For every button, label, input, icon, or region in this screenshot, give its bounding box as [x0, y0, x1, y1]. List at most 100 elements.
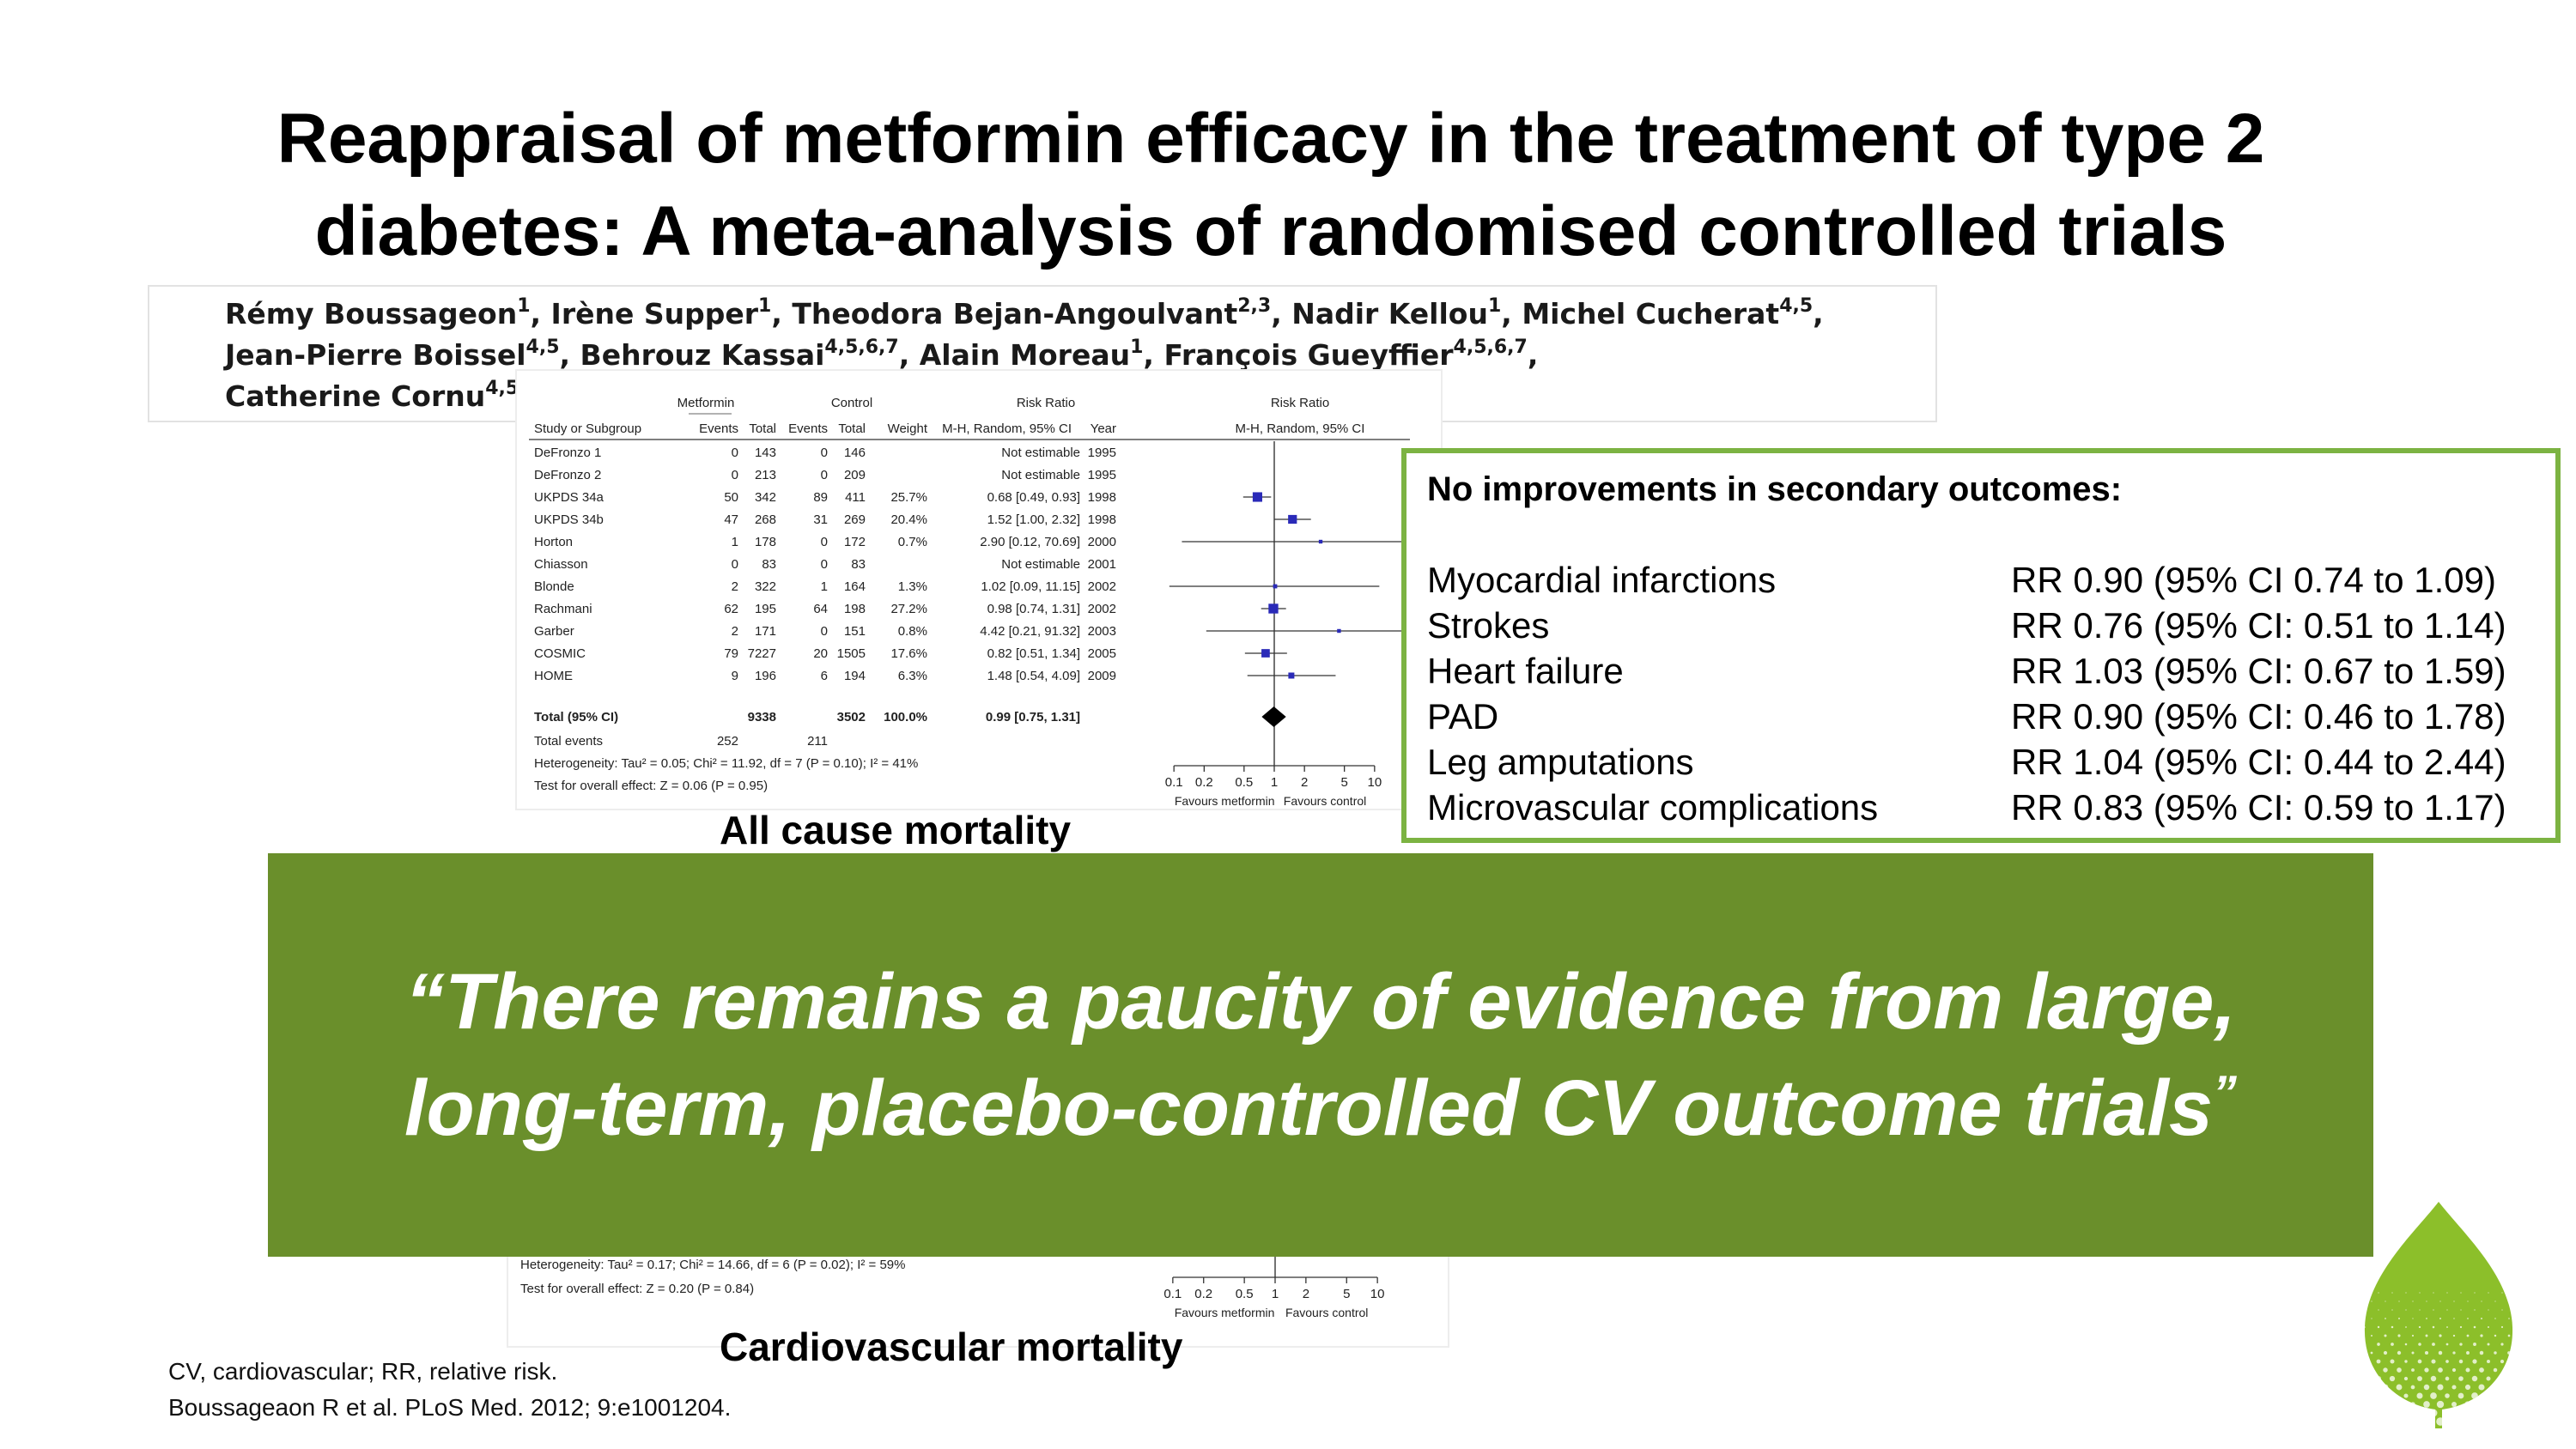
author-affiliation: 4,5,6,7: [824, 336, 899, 358]
leaf-dot: [2364, 1326, 2366, 1328]
secondary-row-value: RR 0.83 (95% CI: 0.59 to 1.17): [2011, 787, 2506, 828]
study-name: Chiasson: [534, 557, 588, 572]
x-axis-tick-label: 1: [1272, 1287, 1279, 1301]
leaf-dot: [2445, 1360, 2449, 1363]
leaf-dot: [2478, 1384, 2485, 1391]
x-axis-tick-label: 0.1: [1165, 775, 1183, 790]
leaf-dot: [2369, 1419, 2374, 1424]
footnote-abbreviations: CV, cardiovascular; RR, relative risk.: [168, 1358, 558, 1385]
header-weight: Weight: [888, 421, 928, 436]
study-point-estimate: [1288, 514, 1297, 524]
leaf-dot: [2438, 1367, 2443, 1373]
study-year: 1995: [1088, 446, 1116, 460]
study-name: COSMIC: [534, 646, 586, 661]
leaf-dot: [2391, 1309, 2393, 1311]
leaf-dot: [2371, 1318, 2372, 1319]
study-total-control: 151: [844, 624, 866, 639]
study-risk-ratio: 2.90 [0.12, 70.69]: [980, 535, 1080, 549]
study-events-control: 0: [821, 557, 828, 572]
leaf-dot: [2410, 1385, 2415, 1390]
secondary-row-value: RR 0.90 (95% CI 0.74 to 1.09): [2011, 560, 2496, 600]
study-total-control: 269: [844, 512, 866, 527]
x-axis-tick-label: 1: [1271, 775, 1278, 790]
study-total-metformin: 268: [755, 512, 776, 527]
leaf-dot: [2412, 1318, 2414, 1319]
leaf-dot: [2451, 1418, 2458, 1425]
total-events-control: 211: [807, 734, 828, 749]
leaf-dot: [2395, 1417, 2403, 1426]
leaf-dot: [2451, 1401, 2458, 1408]
study-point-estimate: [1337, 628, 1341, 634]
leaf-dot: [2391, 1292, 2393, 1294]
header-total-metformin: Total: [749, 421, 776, 436]
forest-plot-all-cause: Metformin Control Risk Ratio Risk Ratio Stud…: [515, 369, 1443, 810]
leaf-dot: [2411, 1334, 2415, 1337]
study-weight: 1.3%: [898, 579, 927, 594]
leaf-dot: [2446, 1309, 2448, 1311]
leaf-dot: [2506, 1418, 2512, 1425]
heterogeneity-text: Heterogeneity: Tau² = 0.17; Chi² = 14.66…: [520, 1258, 905, 1272]
leaf-dot: [2451, 1367, 2457, 1373]
study-risk-ratio: 1.02 [0.09, 11.15]: [981, 579, 1080, 594]
leaf-dot: [2437, 1384, 2444, 1391]
leaf-dot: [2460, 1309, 2462, 1311]
x-axis-tick-label: 0.2: [1194, 1287, 1212, 1301]
leaf-dot: [2464, 1401, 2471, 1408]
authors-box: Rémy Boussageon1, Irène Supper1, Theodor…: [148, 285, 1937, 422]
favours-metformin-label: Favours metformin: [1175, 1306, 1275, 1319]
study-events-control: 64: [813, 602, 828, 616]
leaf-dot: [2459, 1343, 2463, 1346]
leaf-dot: [2431, 1359, 2436, 1364]
study-events-metformin: 62: [724, 602, 738, 616]
leaf-dot: [2390, 1359, 2395, 1364]
leaf-dot: [2473, 1325, 2476, 1329]
leaf-dot: [2445, 1393, 2450, 1398]
leaf-dot: [2425, 1334, 2428, 1337]
study-weight: 20.4%: [890, 512, 927, 527]
secondary-outcomes-heading: No improvements in secondary outcomes:: [1427, 470, 2123, 508]
favours-control-label: Favours control: [1285, 1306, 1368, 1319]
header-events-metformin: Events: [699, 421, 738, 436]
favours-metformin-label: Favours metformin: [1175, 794, 1275, 808]
author-affiliation: 4,5: [485, 378, 519, 399]
leaf-dot: [2426, 1300, 2427, 1302]
study-total-metformin: 342: [755, 490, 776, 505]
leaf-dot: [2512, 1392, 2518, 1399]
leaf-dot: [2364, 1410, 2367, 1416]
author-affiliation: 4,5: [1779, 295, 1814, 317]
study-year: 2001: [1088, 557, 1116, 572]
leaf-dot: [2409, 1418, 2416, 1425]
leaf-dot: [2471, 1392, 2478, 1399]
study-risk-ratio: 1.52 [1.00, 2.32]: [987, 512, 1080, 527]
study-weight: 0.8%: [898, 624, 927, 639]
leaf-dot: [2389, 1375, 2396, 1382]
leaf-dot: [2473, 1343, 2476, 1346]
leaf-dot: [2385, 1318, 2386, 1319]
leaf-dot: [2492, 1401, 2499, 1408]
header-control: Control: [831, 396, 872, 410]
header-metformin: Metformin: [677, 396, 735, 410]
leaf-dot: [2512, 1409, 2513, 1417]
leaf-dot: [2492, 1418, 2499, 1425]
leaf-dot: [2375, 1375, 2382, 1382]
leaf-dot: [2403, 1410, 2409, 1416]
leaf-dot: [2374, 1409, 2383, 1417]
slide-title-line-2: diabetes: A meta-analysis of randomised …: [314, 192, 2227, 270]
leaf-dot: [2417, 1376, 2422, 1381]
study-events-metformin: 0: [732, 446, 738, 460]
study-total-control: 411: [845, 490, 866, 505]
leaf-dot: [2474, 1309, 2476, 1311]
leaf-dot: [2508, 1300, 2510, 1302]
study-name: Rachmani: [534, 602, 592, 616]
leaf-dot: [2430, 1392, 2437, 1399]
leaf-dot: [2508, 1318, 2510, 1319]
study-total-metformin: 213: [755, 468, 776, 482]
leaf-dot: [2364, 1377, 2366, 1380]
study-year: 2002: [1088, 579, 1116, 594]
x-axis-tick-label: 0.5: [1236, 1287, 1254, 1301]
leaf-dot: [2430, 1375, 2437, 1382]
leaf-dot: [2499, 1410, 2506, 1416]
overall-effect-text: Test for overall effect: Z = 0.20 (P = 0…: [520, 1282, 754, 1296]
author-affiliation: 4,5: [526, 336, 560, 358]
leaf-dot: [2486, 1393, 2491, 1398]
